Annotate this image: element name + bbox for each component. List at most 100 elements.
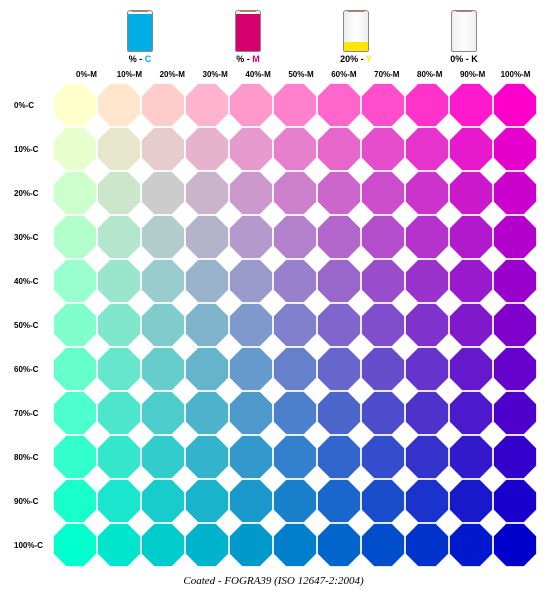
swatch bbox=[449, 347, 493, 391]
swatch bbox=[97, 435, 141, 479]
col-header: 20%-M bbox=[151, 70, 194, 79]
swatch bbox=[273, 391, 317, 435]
swatch-row bbox=[53, 391, 537, 435]
row-header: 40%-C bbox=[10, 277, 53, 286]
swatch bbox=[141, 435, 185, 479]
vial-cap bbox=[347, 10, 365, 12]
swatch bbox=[361, 523, 405, 567]
swatch bbox=[405, 303, 449, 347]
col-header: 100%-M bbox=[494, 70, 537, 79]
row-header: 100%-C bbox=[10, 541, 53, 550]
swatch bbox=[361, 435, 405, 479]
row-header: 70%-C bbox=[10, 409, 53, 418]
vial-cap bbox=[239, 10, 257, 12]
swatch bbox=[361, 347, 405, 391]
swatch bbox=[361, 259, 405, 303]
grid-row: 90%-C bbox=[10, 479, 537, 523]
col-header: 90%-M bbox=[451, 70, 494, 79]
vial-fill bbox=[128, 14, 152, 51]
swatch bbox=[53, 83, 97, 127]
swatch bbox=[405, 479, 449, 523]
row-header: 10%-C bbox=[10, 145, 53, 154]
swatch bbox=[141, 259, 185, 303]
row-header: 30%-C bbox=[10, 233, 53, 242]
swatch bbox=[449, 391, 493, 435]
row-header: 0%-C bbox=[10, 101, 53, 110]
grid-row: 40%-C bbox=[10, 259, 537, 303]
swatch bbox=[185, 479, 229, 523]
grid-row: 100%-C bbox=[10, 523, 537, 567]
swatch bbox=[361, 83, 405, 127]
swatch bbox=[273, 171, 317, 215]
swatch bbox=[97, 83, 141, 127]
swatch bbox=[53, 435, 97, 479]
swatch bbox=[493, 391, 537, 435]
swatch-row bbox=[53, 259, 537, 303]
swatch-row bbox=[53, 171, 537, 215]
swatch bbox=[53, 479, 97, 523]
swatch bbox=[141, 479, 185, 523]
swatch bbox=[493, 303, 537, 347]
swatch bbox=[493, 523, 537, 567]
swatch bbox=[97, 523, 141, 567]
col-header: 0%-M bbox=[65, 70, 108, 79]
swatch bbox=[449, 523, 493, 567]
swatch bbox=[97, 171, 141, 215]
swatch bbox=[273, 303, 317, 347]
swatch-row bbox=[53, 479, 537, 523]
ink-label: % - M bbox=[236, 54, 260, 64]
swatch bbox=[317, 259, 361, 303]
swatch bbox=[405, 215, 449, 259]
vial-cap bbox=[131, 10, 149, 12]
swatch-row bbox=[53, 127, 537, 171]
swatch bbox=[273, 523, 317, 567]
swatch bbox=[53, 259, 97, 303]
swatch bbox=[317, 479, 361, 523]
swatch-row bbox=[53, 83, 537, 127]
vial-body bbox=[343, 10, 369, 52]
swatch bbox=[229, 347, 273, 391]
swatch bbox=[185, 523, 229, 567]
swatch bbox=[317, 391, 361, 435]
col-header: 40%-M bbox=[237, 70, 280, 79]
swatch-row bbox=[53, 523, 537, 567]
col-header: 50%-M bbox=[280, 70, 323, 79]
row-header: 80%-C bbox=[10, 453, 53, 462]
swatch bbox=[405, 171, 449, 215]
row-header: 90%-C bbox=[10, 497, 53, 506]
swatch bbox=[493, 435, 537, 479]
vial-fill bbox=[236, 14, 260, 51]
swatch bbox=[229, 171, 273, 215]
swatch bbox=[273, 347, 317, 391]
col-header: 80%-M bbox=[408, 70, 451, 79]
grid-row: 60%-C bbox=[10, 347, 537, 391]
swatch bbox=[405, 127, 449, 171]
swatch bbox=[405, 435, 449, 479]
swatch bbox=[229, 435, 273, 479]
swatch bbox=[361, 479, 405, 523]
swatch bbox=[229, 303, 273, 347]
vial-cap bbox=[455, 10, 473, 12]
ink-label: 20% - Y bbox=[340, 54, 372, 64]
swatch bbox=[229, 259, 273, 303]
swatch bbox=[141, 303, 185, 347]
swatch-grid: 0%-C10%-C20%-C30%-C40%-C50%-C60%-C70%-C8… bbox=[10, 83, 537, 567]
swatch bbox=[405, 83, 449, 127]
grid-row: 80%-C bbox=[10, 435, 537, 479]
swatch bbox=[449, 303, 493, 347]
vial-body bbox=[235, 10, 261, 52]
swatch bbox=[317, 83, 361, 127]
swatch bbox=[361, 215, 405, 259]
swatch bbox=[361, 171, 405, 215]
swatch bbox=[141, 127, 185, 171]
swatch bbox=[185, 171, 229, 215]
ink-vial-m: % - M bbox=[218, 10, 278, 64]
swatch bbox=[141, 83, 185, 127]
swatch-row bbox=[53, 303, 537, 347]
grid-row: 20%-C bbox=[10, 171, 537, 215]
swatch bbox=[361, 303, 405, 347]
swatch bbox=[405, 347, 449, 391]
swatch bbox=[229, 479, 273, 523]
swatch bbox=[273, 435, 317, 479]
swatch bbox=[97, 127, 141, 171]
